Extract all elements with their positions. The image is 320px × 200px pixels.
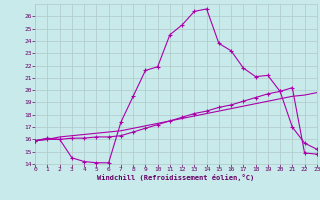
X-axis label: Windchill (Refroidissement éolien,°C): Windchill (Refroidissement éolien,°C) bbox=[97, 174, 255, 181]
